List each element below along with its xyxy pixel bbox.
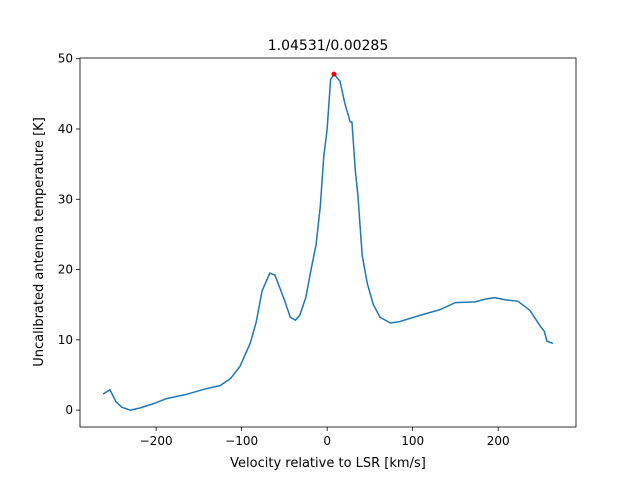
y-tick-label: 40 xyxy=(58,122,73,136)
peak-marker xyxy=(331,71,337,77)
y-tick-label: 20 xyxy=(58,263,73,277)
y-tick-label: 0 xyxy=(65,403,73,417)
chart-title: 1.04531/0.00285 xyxy=(268,38,389,54)
y-tick-label: 10 xyxy=(58,333,73,347)
x-tick-label: −200 xyxy=(140,434,173,448)
y-axis-label: Uncalibrated antenna temperature [K] xyxy=(32,117,47,367)
x-tick-label: −100 xyxy=(225,434,258,448)
plot-frame xyxy=(79,57,577,428)
x-tick-label: 100 xyxy=(401,434,424,448)
y-tick-label: 50 xyxy=(58,52,73,66)
line xyxy=(102,73,554,411)
x-tick-label: 200 xyxy=(487,434,510,448)
x-axis-label: Velocity relative to LSR [km/s] xyxy=(230,456,426,471)
x-tick-label: 0 xyxy=(323,434,331,448)
y-tick-label: 30 xyxy=(58,192,73,206)
